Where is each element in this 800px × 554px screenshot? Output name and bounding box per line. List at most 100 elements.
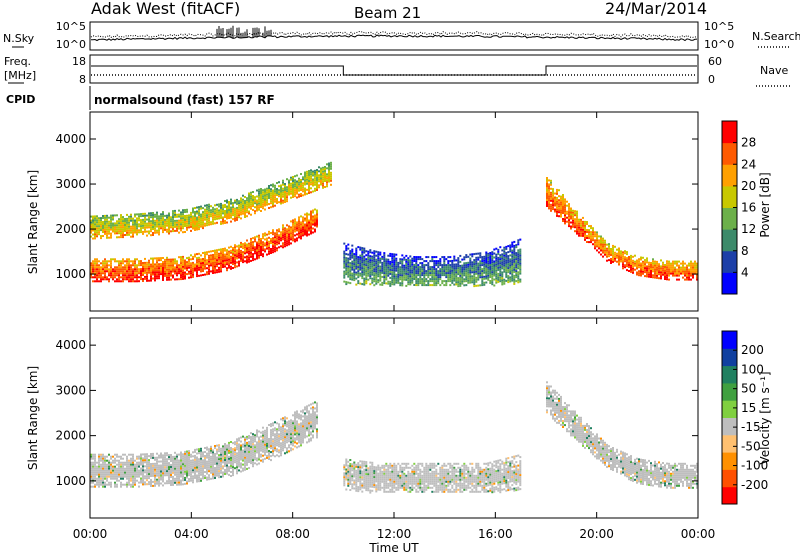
heatmap-cell bbox=[310, 175, 312, 178]
heatmap-cell bbox=[379, 275, 382, 278]
heatmap-cell bbox=[146, 279, 148, 282]
heatmap-cell bbox=[92, 477, 94, 480]
heatmap-cell bbox=[232, 206, 234, 209]
heatmap-cell bbox=[138, 280, 140, 283]
heatmap-cell bbox=[136, 471, 138, 474]
heatmap-cell bbox=[166, 222, 168, 225]
heatmap-cell bbox=[433, 284, 436, 287]
heatmap-cell bbox=[100, 272, 102, 275]
heatmap-cell bbox=[98, 481, 100, 484]
heatmap-cell bbox=[447, 264, 450, 267]
heatmap-cell bbox=[156, 259, 158, 262]
heatmap-cell bbox=[278, 246, 280, 249]
heatmap-cell bbox=[688, 272, 690, 275]
heatmap-cell bbox=[387, 274, 390, 277]
heatmap-cell bbox=[461, 274, 464, 277]
heatmap-cell bbox=[212, 210, 214, 213]
heatmap-cell bbox=[220, 204, 222, 207]
heatmap-cell bbox=[124, 264, 126, 267]
heatmap-cell bbox=[640, 258, 642, 261]
heatmap-cell bbox=[154, 265, 156, 268]
heatmap-cell bbox=[186, 458, 188, 461]
heatmap-cell bbox=[654, 262, 656, 265]
heatmap-cell bbox=[92, 461, 94, 464]
heatmap-cell bbox=[266, 241, 268, 244]
heatmap-cell bbox=[96, 219, 98, 222]
heatmap-cell bbox=[228, 250, 230, 253]
heatmap-cell bbox=[548, 205, 550, 208]
heatmap-cell bbox=[383, 278, 386, 281]
heatmap-cell bbox=[126, 264, 128, 267]
heatmap-cell bbox=[90, 453, 92, 456]
heatmap-cell bbox=[328, 162, 330, 165]
heatmap-cell bbox=[176, 461, 178, 464]
heatmap-cell bbox=[236, 206, 238, 209]
heatmap-cell bbox=[154, 472, 156, 475]
heatmap-cell bbox=[206, 452, 208, 455]
heatmap-cell bbox=[347, 271, 350, 274]
heatmap-cell bbox=[176, 465, 178, 468]
heatmap-cell bbox=[624, 264, 626, 267]
heatmap-cell bbox=[120, 471, 122, 474]
heatmap-cell bbox=[377, 269, 380, 272]
heatmap-cell bbox=[246, 245, 248, 248]
heatmap-cell bbox=[98, 483, 100, 486]
heatmap-cell bbox=[636, 263, 638, 266]
heatmap-cell bbox=[96, 262, 98, 265]
heatmap-cell bbox=[314, 230, 316, 233]
heatmap-cell bbox=[238, 206, 240, 209]
heatmap-cell bbox=[238, 210, 240, 213]
heatmap-cell bbox=[132, 485, 134, 488]
heatmap-cell bbox=[222, 264, 224, 266]
heatmap-cell bbox=[176, 467, 178, 470]
heatmap-cell bbox=[618, 259, 620, 262]
heatmap-cell bbox=[182, 469, 184, 472]
heatmap-cell bbox=[314, 171, 316, 174]
heatmap-cell bbox=[176, 477, 178, 480]
heatmap-cell bbox=[132, 473, 134, 476]
heatmap-cell bbox=[162, 470, 164, 473]
heatmap-cell bbox=[276, 198, 278, 200]
heatmap-cell bbox=[294, 224, 296, 227]
heatmap-cell bbox=[196, 271, 198, 274]
heatmap-cell bbox=[212, 262, 214, 264]
heatmap-cell bbox=[622, 265, 624, 268]
heatmap-cell bbox=[616, 260, 618, 263]
heatmap-cell bbox=[278, 236, 280, 239]
heatmap-cell bbox=[252, 205, 254, 207]
heatmap-cell bbox=[108, 475, 110, 478]
heatmap-cell bbox=[132, 469, 134, 472]
heatmap-cell bbox=[142, 475, 144, 478]
heatmap-cell bbox=[164, 454, 166, 457]
heatmap-cell bbox=[576, 222, 578, 225]
heatmap-cell bbox=[688, 270, 690, 273]
heatmap-cell bbox=[244, 246, 246, 249]
heatmap-cell bbox=[94, 235, 96, 238]
heatmap-cell bbox=[373, 254, 376, 257]
heatmap-cell bbox=[208, 209, 210, 212]
heatmap-cell bbox=[646, 267, 648, 270]
heatmap-cell bbox=[632, 261, 634, 264]
heatmap-cell bbox=[622, 257, 624, 260]
heatmap-cell bbox=[501, 277, 504, 280]
heatmap-cell bbox=[184, 482, 186, 485]
heatmap-cell bbox=[298, 228, 300, 231]
heatmap-cell bbox=[180, 219, 182, 222]
heatmap-cell bbox=[148, 222, 150, 225]
heatmap-cell bbox=[511, 241, 514, 244]
heatmap-cell bbox=[375, 266, 378, 269]
heatmap-cell bbox=[96, 235, 98, 238]
heatmap-cell bbox=[324, 186, 326, 188]
heatmap-cell bbox=[176, 268, 178, 271]
heatmap-cell bbox=[550, 193, 552, 196]
heatmap-cell bbox=[280, 184, 282, 187]
heatmap-cell bbox=[608, 255, 610, 258]
heatmap-cell bbox=[614, 253, 616, 256]
heatmap-cell bbox=[550, 183, 552, 186]
heatmap-cell bbox=[222, 252, 224, 254]
heatmap-cell bbox=[164, 220, 166, 223]
heatmap-cell bbox=[457, 279, 460, 282]
heatmap-cell bbox=[552, 206, 554, 209]
heatmap-cell bbox=[158, 480, 160, 483]
heatmap-cell bbox=[216, 255, 218, 258]
